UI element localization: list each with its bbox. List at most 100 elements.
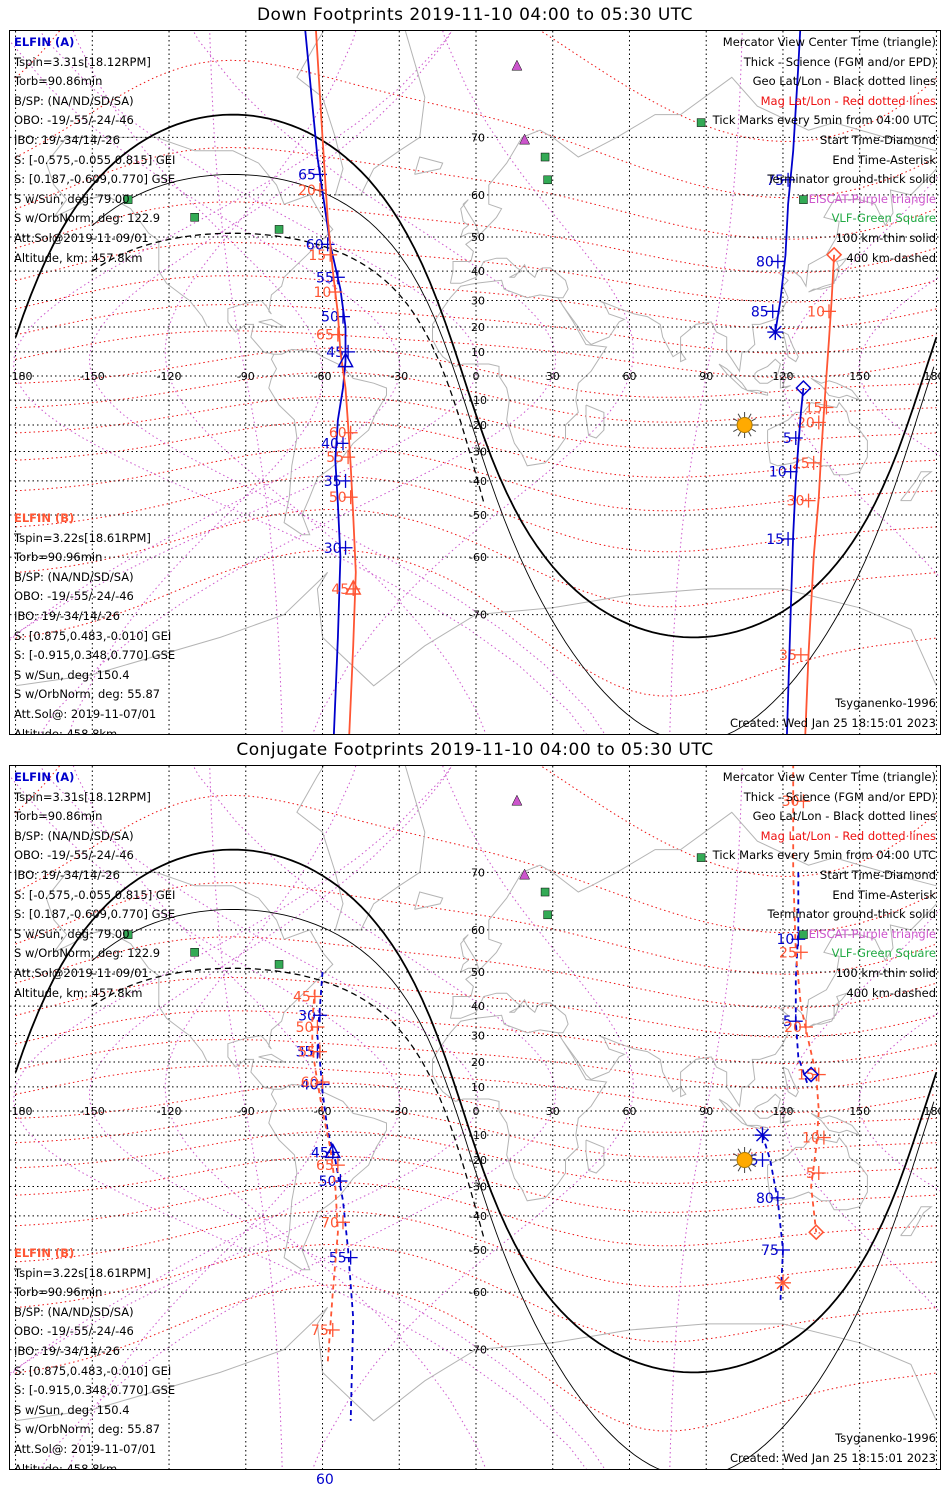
sun-ray (751, 1153, 757, 1157)
elfin-a-line: B/SP: (NA/ND/SD/SA) (14, 828, 134, 843)
model-label: Tsyganenko-1996 (835, 696, 936, 710)
terminator-ground (14, 113, 938, 639)
mag-lon-line (669, 31, 743, 734)
track-tick-label: 30 (782, 794, 800, 810)
legend-item: Mag Lat/Lon - Red dotted lines (760, 93, 936, 108)
footprint-track (315, 31, 357, 734)
track-tick-label: 15 (766, 532, 784, 548)
lat-label: -30 (469, 1181, 487, 1194)
track-tick-label: 5 (783, 431, 792, 447)
legend-item: End Time-Asterisk (832, 887, 936, 902)
start-diamond-icon (795, 379, 812, 397)
mag-lat-line (15, 275, 937, 330)
coastline (432, 279, 608, 467)
elfin-a-line: S: [0.187,-0.609,0.770] GSE (14, 907, 176, 922)
track-tick-label: 25 (792, 456, 810, 472)
lat-label: -30 (469, 446, 487, 459)
track-tick-label: 85 (751, 304, 769, 320)
track-tick-label: 10 (776, 932, 794, 948)
lon-label: -30 (390, 1105, 408, 1118)
eiscat-triangle-icon (519, 868, 531, 880)
mag-lat-line (15, 446, 937, 512)
elfin-b-line: Att.Sol@: 2019-11-07/01 (14, 706, 157, 721)
track-tick-label: 35 (324, 474, 342, 490)
track-tick-label: 55 (316, 270, 334, 286)
lon-label: -30 (390, 370, 408, 383)
lon-label: 30 (546, 370, 560, 383)
legend-item: 400 km-dashed (846, 985, 936, 1000)
elfin-b-line: S: [0.875,0.483,-0.010] GEI (14, 1363, 172, 1378)
mag-lon-line (312, 766, 634, 1469)
mag-lon-line (68, 31, 324, 734)
sun-ray (737, 431, 742, 437)
sun-ray (733, 1163, 738, 1167)
track-tick-label: 30 (324, 541, 342, 557)
sun-ray (748, 431, 752, 437)
start-diamond-icon (826, 246, 843, 263)
vlf-square-icon (543, 175, 552, 185)
vlf-square-icon (540, 887, 550, 897)
elfin-b-line: Altitude: 458.8km (14, 1461, 118, 1470)
elfin-b-line: Altitude: 458.8km (14, 726, 118, 735)
elfin-b-line: S: [-0.915,0.348,0.770] GSE (14, 1383, 176, 1398)
lon-label: 180 (12, 370, 33, 383)
mag-lon-line (10, 766, 479, 1374)
elfin-a-header: ELFIN (A) (14, 770, 75, 784)
sun-ray (733, 1153, 738, 1157)
elfin-b-line: S w/OrbNorm, deg: 55.87 (14, 687, 161, 702)
lat-label: -60 (469, 551, 487, 564)
coastline (585, 1139, 605, 1174)
lat-label: 30 (471, 294, 485, 307)
map-canvas-down: 180 -150 -120 -90 -60 -30 0 30 60 90 120 150 180 70 60… (10, 31, 940, 734)
lat-label: 10 (471, 346, 485, 359)
mag-lon-line (10, 31, 479, 639)
elfin-b-line: S: [-0.915,0.348,0.770] GSE (14, 648, 176, 663)
map-canvas-conjugate: 180 -150 -120 -90 -60 -30 0 30 60 90 120 150 180 70 60… (10, 766, 940, 1469)
terminator-ground (14, 848, 938, 1374)
track-tick-label: 80 (756, 254, 774, 270)
legend-item: Mag Lat/Lon - Red dotted lines (760, 828, 936, 843)
sun-ray (748, 1166, 752, 1172)
legend-item: Mercator View Center Time (triangle) (722, 770, 936, 784)
track-tick-label: 65 (298, 167, 316, 183)
mag-lon-line (782, 173, 940, 579)
track-tick-label: 50 (296, 1020, 314, 1036)
elfin-b-line: OBO: -19/-55/-24/-46 (14, 589, 134, 604)
coastline (258, 1053, 286, 1063)
elfin-b-header: ELFIN (B) (14, 511, 75, 525)
sun-ray (751, 1163, 757, 1167)
lon-label: -150 (80, 1105, 105, 1118)
elfin-a-info-conjugate: ELFIN (A) Tspin=3.31s[18.12RPM] Torb=90.… (14, 768, 175, 1003)
track-tick-label: 70 (321, 1215, 339, 1231)
sun-ray (748, 1148, 752, 1154)
mag-lon-line (669, 766, 743, 1469)
legend-item: Mercator View Center Time (triangle) (722, 35, 936, 49)
elfin-a-line: S: [-0.575,-0.055,0.815] GEI (14, 152, 176, 167)
elfin-a-line: Tspin=3.31s[18.12RPM] (14, 54, 151, 69)
coastline (754, 358, 781, 384)
coastline (808, 257, 849, 293)
elfin-a-line: OBO: -19/-55/-24/-46 (14, 848, 134, 863)
panel-title-down: Down Footprints 2019-11-10 04:00 to 05:3… (256, 5, 694, 25)
legend-item: Thick - Science (FGM and/or EPD) (743, 789, 936, 804)
legend-item: Terminator ground-thick solid (767, 172, 936, 187)
sun-ray (751, 418, 757, 422)
model-label: Tsyganenko-1996 (835, 1431, 936, 1445)
elfin-a-line: Att.Sol@2019-11-09/01 (14, 965, 149, 980)
vlf-square-icon (543, 910, 552, 920)
eiscat-triangle-icon (519, 133, 531, 145)
coastline (45, 162, 208, 328)
coastline (296, 31, 426, 196)
legend-item: Tick Marks every 5min from 04:00 UTC (712, 848, 936, 863)
footer-down: Tsyganenko-1996 Created: Wed Jan 25 18:1… (730, 694, 936, 733)
elfin-b-line: Tspin=3.22s[18.61RPM] (14, 1265, 151, 1280)
track-tick-label: 20 (797, 415, 815, 431)
legend-item: End Time-Asterisk (832, 152, 936, 167)
track-tick-label: 75 (766, 173, 784, 189)
vlf-square-icon (274, 960, 284, 969)
legend-item: 100 km-thin solid (835, 230, 936, 245)
coastline (782, 331, 799, 363)
elfin-b-line: B/SP: (NA/ND/SD/SA) (14, 1304, 134, 1319)
lat-label: 60 (471, 924, 485, 937)
elfin-b-line: Torb=90.96min (14, 550, 103, 565)
